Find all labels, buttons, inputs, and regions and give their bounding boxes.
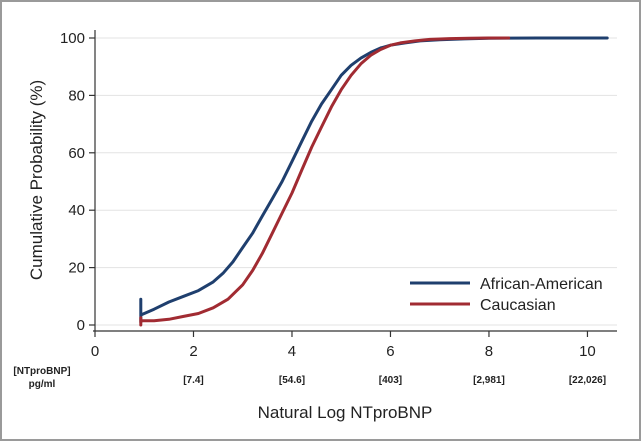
x-tick-label-5: 10 [579, 343, 596, 360]
original-scale-header-0: [NTproBNP] [13, 366, 70, 377]
x-tick-label-4: 8 [485, 343, 493, 360]
original-scale-label-1: [54.6] [279, 375, 305, 386]
legend-label-0: African-American [480, 276, 603, 293]
axes [93, 30, 617, 332]
x-tick-label-0: 0 [91, 343, 99, 360]
original-scale-label-0: [7.4] [183, 375, 204, 386]
original-scale-labels: [NTproBNP] pg/ml [7.4] [54.6] [403] [2,981] [2… [13, 366, 606, 390]
y-tick-label-2: 40 [68, 202, 85, 219]
original-scale-header-1: pg/ml [29, 379, 56, 390]
x-axis-label: Natural Log NTproBNP [258, 403, 433, 422]
y-tick-label-4: 80 [68, 87, 85, 104]
original-scale-label-4: [22,026] [569, 375, 606, 386]
legend: African-American Caucasian [410, 276, 603, 314]
ticks: 0 20 40 60 80 100 0 2 4 6 8 10 [60, 30, 596, 360]
x-tick-label-1: 2 [189, 343, 197, 360]
series-line-1 [139, 36, 511, 327]
legend-label-1: Caucasian [480, 297, 556, 314]
y-tick-label-3: 60 [68, 145, 85, 162]
grid [95, 37, 617, 326]
original-scale-label-3: [2,981] [473, 375, 505, 386]
x-tick-label-3: 6 [386, 343, 394, 360]
y-tick-label-0: 0 [77, 317, 85, 334]
x-tick-label-2: 4 [288, 343, 296, 360]
series-layer [139, 36, 609, 327]
y-tick-label-5: 100 [60, 30, 85, 47]
original-scale-label-2: [403] [379, 375, 402, 386]
y-tick-label-1: 20 [68, 260, 85, 277]
y-axis-label: Cumulative Probability (%) [27, 80, 46, 280]
